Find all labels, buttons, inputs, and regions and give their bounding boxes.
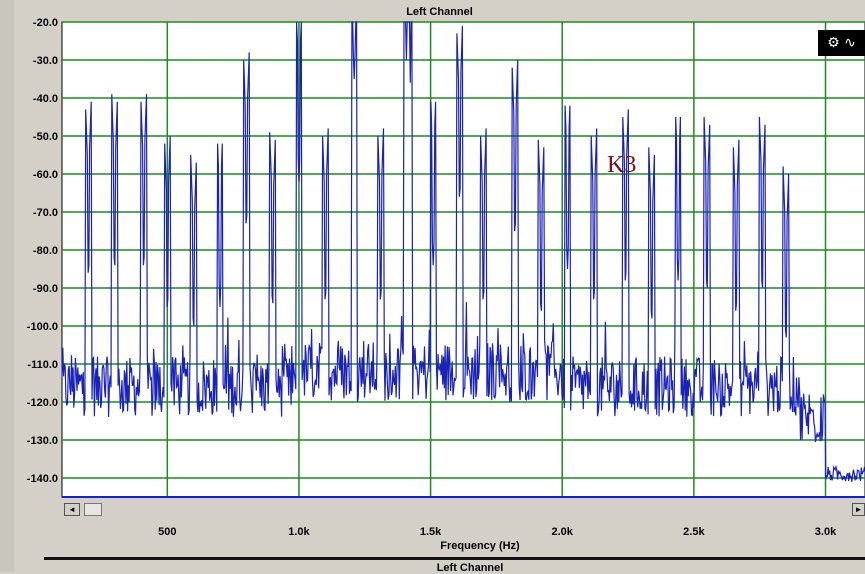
x-tick-label: 1.0k [288, 526, 310, 538]
x-tick-label: 500 [158, 526, 177, 538]
series-line-left-channel [61, 21, 865, 482]
x-tick-label: 2.5k [683, 526, 705, 538]
y-tick-label: -60.0 [33, 169, 58, 181]
y-tick-label: -80.0 [33, 245, 58, 257]
scroll-thumb[interactable] [84, 503, 102, 516]
y-tick-label: -30.0 [33, 55, 58, 67]
y-tick-label: -70.0 [33, 207, 58, 219]
scroll-left-button[interactable]: ◄ [64, 503, 80, 516]
second-chart-title: Left Channel [436, 562, 504, 574]
divider [44, 557, 865, 560]
chart-options-icon[interactable]: ⚙ ∿ [818, 30, 865, 56]
scroll-right-button[interactable]: ► [852, 503, 865, 516]
y-tick-label: -140.0 [27, 473, 58, 485]
y-tick-label: -90.0 [33, 283, 58, 295]
window-left-edge [0, 0, 14, 572]
y-tick-label: -50.0 [33, 131, 58, 143]
x-tick-label: 1.5k [419, 526, 442, 538]
x-axis-label: Frequency (Hz) [440, 540, 520, 552]
y-tick-label: -20.0 [33, 17, 58, 29]
x-tick-label: 2.0k [551, 526, 573, 538]
y-tick-label: -130.0 [27, 435, 58, 447]
chart-title: Left Channel [406, 6, 473, 18]
y-tick-label: -110.0 [27, 359, 58, 371]
annotation-k3: K3 [607, 152, 636, 178]
y-tick-label: -100.0 [27, 321, 58, 333]
y-tick-label: -40.0 [33, 93, 58, 105]
x-tick-label: 3.0k [814, 526, 837, 538]
y-tick-label: -120.0 [27, 397, 58, 409]
